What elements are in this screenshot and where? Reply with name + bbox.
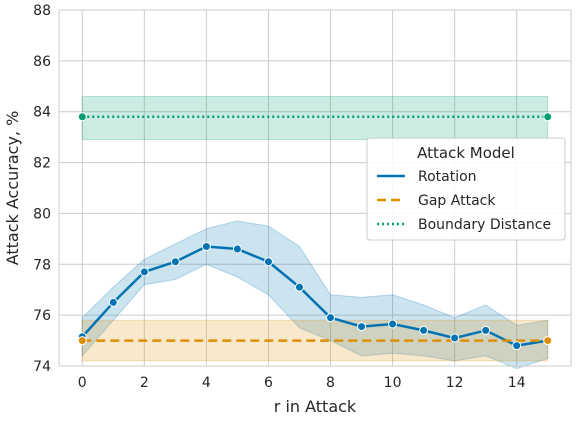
series-points: [77, 112, 553, 351]
rotation-point: [419, 325, 429, 335]
y-tick-label: 88: [33, 3, 51, 19]
series-lines: [81, 115, 548, 347]
rotation-point: [481, 325, 491, 335]
legend-entries: Rotation Gap Attack Boundary Distance: [377, 169, 551, 233]
rotation-point: [294, 282, 304, 292]
boundary-distance-legend-label: Boundary Distance: [418, 217, 551, 233]
plot-frame: [58, 9, 572, 367]
rotation-point: [512, 341, 522, 351]
gap-attack-point: [77, 336, 87, 346]
x-tick-label: 8: [326, 375, 335, 391]
x-tick-label: 6: [264, 375, 273, 391]
x-axis-label: r in Attack: [274, 397, 357, 416]
rotation-legend-label: Rotation: [418, 169, 477, 185]
y-tick-label: 78: [33, 257, 51, 273]
y-tick-label: 74: [33, 359, 51, 375]
rotation-point: [388, 319, 398, 329]
y-tick-labels: 74 76 78 80 82 84 86 88: [33, 3, 51, 375]
rotation-line: [81, 245, 548, 347]
rotation-point: [108, 297, 118, 307]
rotation-point: [170, 257, 180, 267]
legend-title: Attack Model: [417, 144, 515, 162]
y-tick-label: 80: [33, 206, 51, 222]
rotation-point: [263, 257, 273, 267]
y-axis-label: Attack Accuracy, %: [3, 111, 22, 266]
boundary-distance-band: [81, 95, 549, 141]
legend-box: [366, 137, 566, 241]
y-tick-label: 76: [33, 308, 51, 324]
rotation-point: [232, 244, 242, 254]
rotation-point: [450, 333, 460, 343]
y-tick-label: 84: [33, 105, 51, 121]
y-tick-label: 82: [33, 156, 51, 172]
rotation-point: [139, 267, 149, 277]
legend: Attack Model Rotation Gap Attack Boundary …: [366, 137, 566, 241]
gap-attack-point: [543, 336, 553, 346]
rotation-point: [201, 241, 211, 251]
gap-attack-legend-label: Gap Attack: [418, 193, 496, 209]
x-tick-label: 10: [384, 375, 402, 391]
x-tick-labels: 0 2 4 6 8 10 12 14: [78, 375, 526, 391]
x-tick-label: 14: [508, 375, 526, 391]
rotation-point: [357, 322, 367, 332]
x-tick-label: 2: [140, 375, 149, 391]
rotation-point: [326, 313, 336, 323]
x-tick-label: 4: [202, 375, 211, 391]
boundary-distance-point: [543, 112, 553, 122]
x-tick-label: 12: [446, 375, 464, 391]
y-tick-label: 86: [33, 54, 51, 70]
boundary-distance-point: [77, 112, 87, 122]
x-tick-label: 0: [78, 375, 87, 391]
